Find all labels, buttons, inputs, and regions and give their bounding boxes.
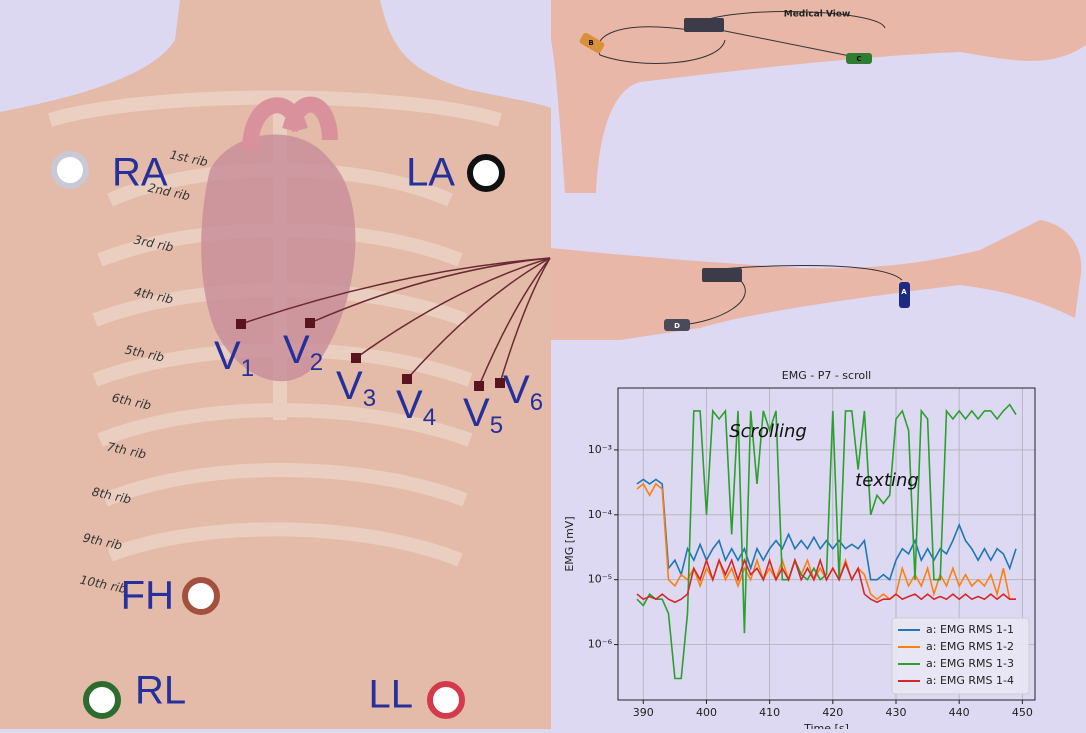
lead-letter: V [336,364,363,408]
chart-title: EMG - P7 - scroll [782,369,871,382]
precordial-electrode [351,353,361,363]
sensor-c [846,53,872,64]
precordial-label: V6 [503,368,543,417]
legend-label: a: EMG RMS 1-3 [926,657,1014,670]
x-tick-label: 440 [949,706,970,719]
electrode [467,154,505,192]
x-tick-label: 390 [633,706,654,719]
sensor-label: C [856,55,861,63]
series-line [636,403,1017,680]
lead-wire [406,257,551,380]
legend-label: a: EMG RMS 1-2 [926,640,1014,653]
lead-index: 4 [423,404,436,431]
lead-index: 6 [530,389,543,416]
legend-label: a: EMG RMS 1-1 [926,623,1014,636]
upper-arm [551,0,1086,193]
annotation: texting [855,470,919,491]
electrode-label: LA [406,151,455,195]
lead-index: 1 [241,355,254,382]
y-tick-label: 10⁻³ [588,443,612,456]
precordial-label: V1 [214,334,254,383]
sensor-b [579,32,605,54]
electrode [427,681,465,719]
lead-letter: V [396,383,423,427]
precordial-label: V3 [336,364,376,413]
lead-wire [499,257,551,384]
x-tick-label: 430 [886,706,907,719]
x-tick-label: 400 [696,706,717,719]
y-tick-label: 10⁻⁶ [588,638,613,651]
legend-box [891,617,1030,695]
lower-arm [551,220,1082,340]
x-axis-label: Time [s] [803,722,849,729]
precordial-electrode [236,319,246,329]
lead-letter: V [503,368,530,412]
lead-wire [355,257,551,359]
lead-index: 5 [490,412,503,439]
x-tick-label: 410 [759,706,780,719]
electrode-label: RA [112,151,168,195]
lead-index: 2 [310,349,323,376]
lead-letter: V [463,391,490,435]
precordial-electrode [474,381,484,391]
series-line [636,478,1017,582]
lead-wire [240,257,551,325]
plot-frame [617,387,1036,701]
precordial-label: V4 [396,383,436,432]
lead-index: 3 [363,385,376,412]
electrode-label: FH [121,574,174,618]
precordial-electrode [402,374,412,384]
lead-letter: V [214,334,241,378]
annotation: Scrolling [729,421,807,442]
electrode [51,151,89,189]
y-axis-label: EMG [mV] [563,516,576,571]
precordial-label: V2 [283,328,323,377]
electrode-label: RL [135,669,186,713]
precordial-electrode [495,378,505,388]
y-tick-label: 10⁻⁵ [588,573,612,586]
sensor-label: B [588,39,593,47]
sensor-label: A [901,288,907,296]
legend-label: a: EMG RMS 1-4 [926,674,1014,687]
precordial-label: V5 [463,391,503,440]
lead-wire [309,257,551,324]
sensor-label: D [674,322,680,330]
series-line [636,557,1016,604]
sensor-a [899,282,910,308]
arm-title: Medical View [784,10,851,20]
precordial-electrode [305,318,315,328]
aorta [242,96,338,151]
x-tick-label: 450 [1012,706,1033,719]
x-tick-label: 420 [822,706,843,719]
sensor-hub [702,268,742,282]
y-tick-label: 10⁻⁴ [588,508,613,521]
electrode [83,681,121,719]
sensor-hub [684,18,724,32]
electrode [182,577,220,615]
electrode-label: LL [369,673,414,717]
sensor-d [664,319,690,331]
lead-letter: V [283,328,310,372]
lead-wire [478,257,551,387]
